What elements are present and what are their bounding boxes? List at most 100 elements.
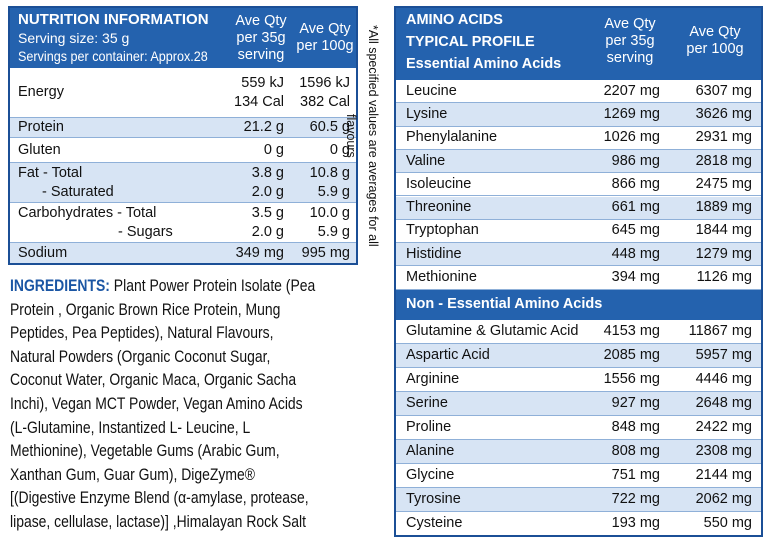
ingredients: INGREDIENTS: Plant Power Protein Isolate… bbox=[0, 276, 370, 546]
amino-name: Isoleucine bbox=[406, 175, 472, 192]
ingredient-text: Peptides, Pea Peptides), Natural Flavour… bbox=[10, 323, 274, 343]
value: 1889 mg bbox=[695, 199, 752, 216]
amino-row: Isoleucine 866 mg 2475 mg bbox=[396, 173, 761, 197]
header-line: Ave Qty bbox=[689, 24, 741, 40]
value: 550 mg bbox=[703, 515, 752, 531]
amino-row: Phenylalanine 1026 mg 2931 mg bbox=[396, 127, 761, 150]
ingredient-line: Inchi), Vegan MCT Powder, Vegan Amino Ac… bbox=[10, 394, 303, 414]
value: 645 mg bbox=[611, 222, 660, 239]
value: 559 kJ 134 Cal bbox=[232, 68, 284, 117]
value: 0 g bbox=[232, 138, 284, 162]
servings: Servings per container: Approx.28 bbox=[18, 48, 208, 64]
value: 5957 mg bbox=[695, 347, 752, 363]
header-line: per 35g bbox=[236, 29, 286, 46]
amino-table: AMINO ACIDS TYPICAL PROFILE Essential Amin… bbox=[394, 6, 763, 537]
value-line: 1596 kJ bbox=[299, 74, 350, 91]
amino-name: Glutamine & Glutamic Acid bbox=[406, 323, 579, 339]
value: 1026 mg bbox=[603, 129, 660, 146]
value: 751 mg bbox=[611, 467, 660, 483]
value: 394 mg bbox=[611, 269, 660, 286]
label-line: - Sugars bbox=[118, 223, 173, 240]
ingredient-text: Methionine), Vegetable Gums (Arabic Gum, bbox=[10, 441, 280, 461]
value: 2931 mg bbox=[695, 129, 752, 146]
value: 349 mg bbox=[232, 243, 284, 263]
value-line: 10.0 g bbox=[309, 204, 350, 221]
column-header: Ave Qty per 100g bbox=[670, 8, 760, 74]
value-line: 995 mg bbox=[301, 244, 350, 261]
value-line: 382 Cal bbox=[300, 93, 350, 110]
value-line: 2.0 g bbox=[251, 223, 284, 240]
ingredient-text: Inchi), Vegan MCT Powder, Vegan Amino Ac… bbox=[10, 394, 303, 413]
section-title: Non - Essential Amino Acids bbox=[406, 296, 603, 312]
amino-row: Glycine 751 mg 2144 mg bbox=[396, 464, 761, 488]
label-line: Protein bbox=[18, 119, 64, 135]
value-line: 5.9 g bbox=[317, 183, 350, 200]
value: 60.5 g bbox=[292, 118, 350, 137]
nutrition-row: Carbohydrates - Total - Sugars 3.5 g 2.0 g 1… bbox=[10, 203, 356, 243]
section-header: Non - Essential Amino Acids bbox=[396, 290, 761, 320]
value: 2648 mg bbox=[695, 395, 752, 411]
ingredient-line: Peptides, Pea Peptides), Natural Flavour… bbox=[10, 323, 273, 343]
amino-name: Methionine bbox=[406, 269, 477, 286]
value: 2207 mg bbox=[603, 82, 660, 99]
nutrition-row: Fat - Total - Saturated 3.8 g 2.0 g 10.8 g 5.… bbox=[10, 163, 356, 203]
label: Energy bbox=[18, 68, 230, 117]
ingredient-line: Natural Powders (Organic Coconut Sugar, bbox=[10, 347, 270, 367]
label-line: Fat - Total bbox=[18, 164, 83, 181]
amino-header: AMINO ACIDS TYPICAL PROFILE Essential Amin… bbox=[396, 8, 761, 80]
ingredients-label: INGREDIENTS: bbox=[10, 276, 110, 295]
header-line: per 100g bbox=[296, 38, 354, 54]
value-line: 3.5 g bbox=[251, 204, 284, 221]
value: 4446 mg bbox=[695, 371, 752, 387]
label-line: Energy bbox=[18, 84, 64, 100]
value-line: 60.5 g bbox=[309, 119, 350, 135]
nutrition-table: NUTRITION INFORMATION Serving size: 35 g S… bbox=[8, 6, 358, 265]
ingredient-line: INGREDIENTS: Plant Power Protein Isolate… bbox=[10, 276, 315, 296]
ingredient-text: lipase, cellulase, lactase)] ,Himalayan … bbox=[10, 512, 306, 531]
note: *All specified values are averages for a… bbox=[344, 25, 380, 247]
amino-row: Leucine 2207 mg 6307 mg bbox=[396, 80, 761, 104]
value: 2085 mg bbox=[603, 347, 660, 363]
value: 2062 mg bbox=[695, 491, 752, 507]
value: 3626 mg bbox=[695, 105, 752, 122]
amino-name: Valine bbox=[406, 152, 446, 169]
value: 2422 mg bbox=[695, 419, 752, 435]
value-line: 10.8 g bbox=[309, 164, 350, 181]
value-line: 349 mg bbox=[235, 244, 284, 261]
value: 2818 mg bbox=[695, 152, 752, 169]
amino-row: Methionine 394 mg 1126 mg bbox=[396, 266, 761, 290]
value: 986 mg bbox=[611, 152, 660, 169]
amino-name: Aspartic Acid bbox=[406, 347, 490, 363]
amino-row: Arginine 1556 mg 4446 mg bbox=[396, 368, 761, 392]
amino-name: Glycine bbox=[406, 467, 455, 483]
ingredient-line: [(Digestive Enzyme Blend (α-amylase, pro… bbox=[10, 488, 309, 508]
value-line: 134 Cal bbox=[234, 93, 284, 110]
value: 6307 mg bbox=[695, 82, 752, 99]
label: Fat - Total - Saturated bbox=[18, 163, 230, 202]
value: 1269 mg bbox=[603, 105, 660, 122]
amino-name: Tryptophan bbox=[406, 222, 479, 239]
value: 866 mg bbox=[611, 175, 660, 192]
label-line: - Saturated bbox=[42, 183, 114, 200]
label: Carbohydrates - Total - Sugars bbox=[18, 203, 230, 242]
label: Sodium bbox=[18, 243, 230, 263]
header-line: Ave Qty bbox=[235, 12, 287, 29]
amino-name: Threonine bbox=[406, 199, 472, 216]
amino-name: Lysine bbox=[406, 105, 448, 122]
amino-name: Histidine bbox=[406, 245, 462, 262]
ingredient-text: Protein , Organic Brown Rice Protein, Mu… bbox=[10, 299, 281, 319]
value-line: 559 kJ bbox=[241, 74, 284, 91]
column-header: Ave Qty per 100g bbox=[292, 8, 356, 68]
ingredient-text: Natural Powders (Organic Coconut Sugar, bbox=[10, 346, 271, 366]
ingredient-line: Protein , Organic Brown Rice Protein, Mu… bbox=[10, 300, 280, 320]
value: 3.8 g 2.0 g bbox=[232, 163, 284, 202]
value: 21.2 g bbox=[232, 118, 284, 137]
value: 0 g bbox=[292, 138, 350, 162]
label: Protein bbox=[18, 118, 230, 137]
amino-row: Threonine 661 mg 1889 mg bbox=[396, 196, 761, 220]
title: NUTRITION INFORMATION bbox=[18, 11, 209, 28]
header-line: serving bbox=[606, 49, 654, 66]
amino-row: Glutamine & Glutamic Acid 4153 mg 11867 mg bbox=[396, 320, 761, 344]
value: 11867 mg bbox=[688, 323, 752, 339]
